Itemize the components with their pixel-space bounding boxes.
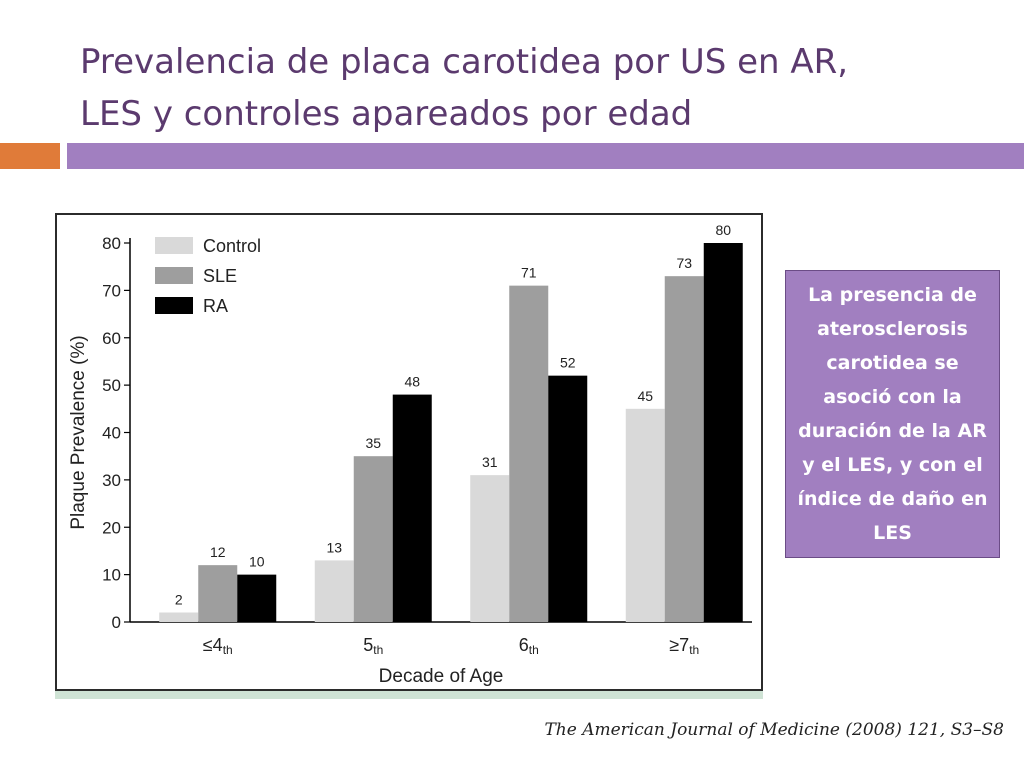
chart-frame: 0 10 20 30 40 50 60 70 80 Plaque Prevalence (%) De… — [55, 213, 763, 691]
y-tick-label: 60 — [102, 329, 121, 348]
citation: The American Journal of Medicine (2008) … — [544, 720, 1004, 740]
x-tick-label: ≥7th — [669, 635, 699, 657]
bar-chart: 0 10 20 30 40 50 60 70 80 Plaque Prevalence (%) De… — [68, 222, 752, 687]
y-tick-label: 50 — [102, 376, 121, 395]
legend-label-ra: RA — [203, 296, 228, 316]
purple-accent-bar — [67, 143, 1024, 169]
title-line-2: LES y controles apareados por edad — [80, 94, 693, 134]
callout-box: La presencia de aterosclerosis carotidea… — [785, 270, 1000, 558]
bar-sle-3 — [664, 276, 704, 622]
bar-ra-1 — [392, 394, 432, 622]
callout-text: La presencia de aterosclerosis carotidea… — [797, 284, 988, 544]
data-label: 73 — [676, 255, 692, 271]
y-tick-label: 10 — [102, 566, 121, 585]
chart-shadow — [55, 691, 763, 699]
bar-control-3 — [625, 408, 665, 622]
data-label: 31 — [482, 454, 498, 470]
y-tick-label: 20 — [102, 518, 121, 537]
y-tick-label: 0 — [112, 613, 121, 632]
data-label: 12 — [210, 544, 226, 560]
orange-accent-bar — [0, 143, 60, 169]
legend-label-sle: SLE — [203, 266, 237, 286]
title-line-1: Prevalencia de placa carotidea por US en… — [80, 42, 849, 82]
y-tick-label: 70 — [102, 281, 121, 300]
x-tick-label: 5th — [363, 635, 383, 657]
legend-swatch-control — [155, 237, 193, 254]
slide-title: Prevalencia de placa carotidea por US en… — [80, 36, 980, 140]
data-label: 45 — [637, 388, 653, 404]
data-label: 35 — [365, 435, 381, 451]
x-tick-label: 6th — [519, 635, 539, 657]
bar-control-1 — [314, 560, 354, 622]
data-label: 71 — [521, 265, 537, 281]
data-label: 13 — [326, 539, 342, 555]
y-axis-title: Plaque Prevalence (%) — [68, 335, 89, 529]
data-label: 48 — [404, 374, 420, 390]
data-label: 10 — [249, 554, 265, 570]
y-tick-label: 80 — [102, 234, 121, 253]
legend-swatch-sle — [155, 267, 193, 284]
data-label: 80 — [715, 222, 731, 238]
legend-label-control: Control — [203, 236, 261, 256]
bar-ra-0 — [237, 574, 277, 622]
bar-ra-3 — [703, 243, 743, 622]
bar-control-0 — [159, 612, 199, 622]
x-tick-label: ≤4th — [203, 635, 233, 657]
bar-sle-0 — [198, 565, 238, 622]
y-tick-label: 30 — [102, 471, 121, 490]
bar-ra-2 — [548, 375, 588, 622]
data-label: 2 — [175, 592, 183, 608]
bar-sle-2 — [509, 285, 549, 622]
data-label: 52 — [560, 355, 576, 371]
legend-swatch-ra — [155, 297, 193, 314]
y-tick-label: 40 — [102, 424, 121, 443]
x-axis-title: Decade of Age — [379, 666, 504, 687]
bar-sle-1 — [353, 456, 393, 622]
bar-control-2 — [470, 475, 510, 622]
